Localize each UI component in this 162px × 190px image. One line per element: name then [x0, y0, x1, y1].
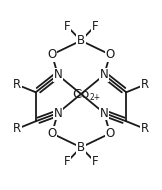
Text: B: B: [77, 34, 85, 47]
Text: 2+: 2+: [90, 93, 101, 102]
Text: R: R: [141, 78, 149, 91]
Text: Co: Co: [72, 88, 90, 101]
Text: B: B: [77, 141, 85, 154]
Text: O: O: [105, 127, 115, 140]
Text: O: O: [47, 48, 57, 61]
Text: R: R: [141, 122, 149, 135]
Text: N: N: [53, 68, 62, 81]
Text: N: N: [100, 107, 109, 120]
Text: F: F: [92, 20, 98, 33]
Text: F: F: [92, 155, 98, 168]
Text: F: F: [64, 20, 70, 33]
Text: O: O: [105, 48, 115, 61]
Text: O: O: [47, 127, 57, 140]
Text: N: N: [53, 107, 62, 120]
Text: R: R: [13, 122, 21, 135]
Text: F: F: [64, 155, 70, 168]
Text: R: R: [13, 78, 21, 91]
Text: N: N: [100, 68, 109, 81]
